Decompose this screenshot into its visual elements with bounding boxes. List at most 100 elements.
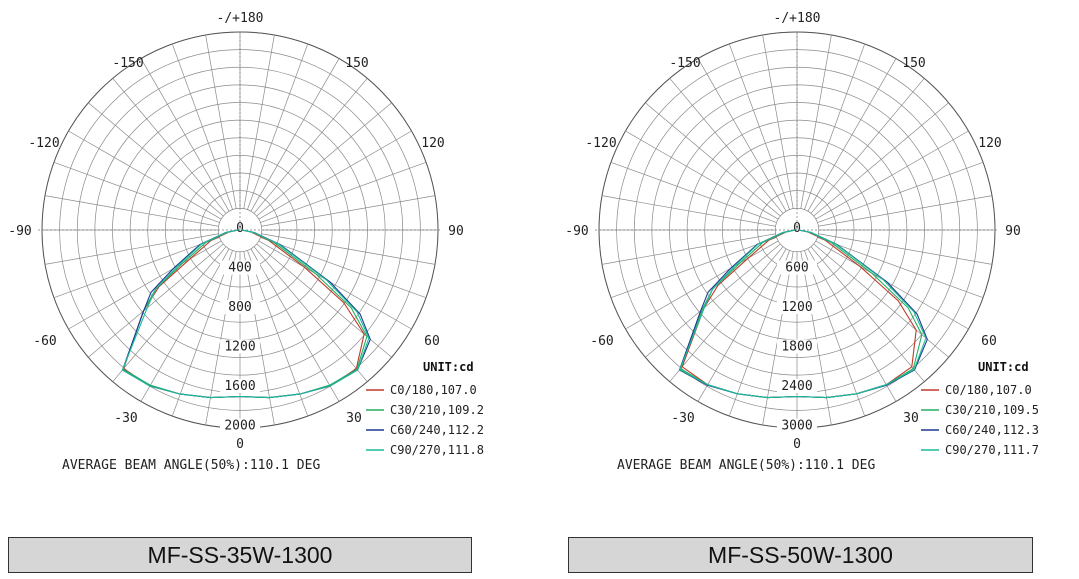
radial-tick-label: 400 bbox=[228, 261, 251, 276]
grid-spoke bbox=[697, 248, 787, 402]
radial-tick-label: 600 bbox=[785, 261, 808, 276]
grid-spoke bbox=[258, 130, 412, 220]
radial-tick-bg bbox=[777, 418, 817, 433]
grid-spoke bbox=[205, 251, 237, 426]
angle-label: -/+180 bbox=[217, 11, 264, 26]
grid-spoke bbox=[601, 233, 776, 265]
series-line-C90-270 bbox=[121, 229, 370, 399]
grid-spoke bbox=[610, 161, 777, 223]
grid-spoke bbox=[68, 240, 222, 330]
angle-label: -/+180 bbox=[774, 11, 821, 26]
polar-chart-left-svg: -/+180 -150 150 -120 120 -90 90 -60 60 -30 30 0 0 400… bbox=[8, 11, 484, 473]
grid-spoke bbox=[258, 240, 412, 330]
grid-spoke bbox=[810, 246, 925, 382]
legend-entry: C60/240,112.3 bbox=[945, 423, 1039, 437]
legend-entry: C0/180,107.0 bbox=[390, 383, 477, 397]
grid-spoke bbox=[261, 233, 436, 265]
grid-spoke bbox=[601, 195, 776, 227]
beam-angle-text: AVERAGE BEAM ANGLE(50%):110.1 DEG bbox=[62, 458, 320, 473]
grid-spoke bbox=[807, 248, 897, 402]
grid-spoke bbox=[762, 34, 794, 209]
grid-spoke bbox=[253, 246, 368, 382]
grid-spoke bbox=[804, 43, 866, 210]
polar-chart-right-svg: -/+180-150 150-120 120-90 90-60 60-30 3000600… bbox=[565, 11, 1039, 473]
legend-entry: C90/270,111.8 bbox=[390, 443, 484, 457]
legend-entry: C60/240,112.2 bbox=[390, 423, 484, 437]
grid-spoke bbox=[818, 195, 993, 227]
radial-tick-bg bbox=[777, 339, 817, 354]
angle-label: -150 bbox=[112, 56, 143, 71]
radial-tick-label: 2000 bbox=[224, 419, 255, 434]
angle-label: 60 bbox=[424, 334, 440, 349]
grid-spoke bbox=[697, 58, 787, 212]
grid-spoke bbox=[205, 34, 237, 209]
radial-tick-bg bbox=[220, 260, 260, 275]
radial-tick-bg bbox=[220, 418, 260, 433]
grid-spoke bbox=[53, 237, 220, 299]
angle-label: -90 bbox=[8, 224, 31, 239]
grid-spoke bbox=[171, 250, 233, 417]
grid-spoke bbox=[260, 237, 427, 299]
angle-label: -90 bbox=[565, 224, 588, 239]
polar-chart-right: -/+180 -150 150 -120 120 -90 90 -60 60 -30 30 0 0 600… bbox=[555, 0, 1079, 500]
angle-label: 0 bbox=[793, 437, 801, 452]
grid-spoke bbox=[112, 78, 227, 214]
grid-spoke bbox=[818, 233, 993, 265]
grid-spoke bbox=[728, 250, 790, 417]
model-label-right: MF-SS-50W-1300 bbox=[568, 537, 1033, 573]
radial-tick-label: 1800 bbox=[781, 340, 812, 355]
grid-spoke bbox=[243, 34, 275, 209]
radial-tick-label: 1200 bbox=[781, 300, 812, 315]
grid-spoke bbox=[260, 161, 427, 223]
angle-label: -60 bbox=[33, 334, 56, 349]
grid-spoke bbox=[817, 237, 984, 299]
grid-spoke bbox=[247, 250, 309, 417]
grid-spoke bbox=[815, 240, 969, 330]
angle-label: -150 bbox=[669, 56, 700, 71]
angle-label: 90 bbox=[448, 224, 464, 239]
grid-spoke bbox=[261, 195, 436, 227]
grid-spoke bbox=[44, 195, 219, 227]
angle-label: -30 bbox=[114, 411, 137, 426]
angle-label: 90 bbox=[1005, 224, 1021, 239]
grid-spoke bbox=[625, 130, 779, 220]
grid-spoke bbox=[669, 78, 784, 214]
radial-tick-bg bbox=[220, 379, 260, 393]
legend-entry: C90/270,111.7 bbox=[945, 443, 1039, 457]
legend-entry: C0/180,107.0 bbox=[945, 383, 1032, 397]
angle-label: 150 bbox=[345, 56, 368, 71]
grid-spoke bbox=[813, 102, 949, 217]
grid-spoke bbox=[645, 243, 781, 358]
angle-label: -30 bbox=[671, 411, 694, 426]
angle-label: 30 bbox=[903, 411, 919, 426]
polar-grid bbox=[38, 31, 442, 429]
radial-tick-bg bbox=[777, 379, 817, 393]
grid-spoke bbox=[250, 58, 340, 212]
radial-tick-bg bbox=[220, 300, 260, 314]
model-label-left: MF-SS-35W-1300 bbox=[8, 537, 472, 573]
series-curves bbox=[121, 229, 371, 399]
grid-spoke bbox=[256, 102, 392, 217]
angle-label: 30 bbox=[346, 411, 362, 426]
angle-label: 120 bbox=[978, 136, 1001, 151]
grid-spoke bbox=[669, 246, 784, 382]
angle-label: 120 bbox=[421, 136, 444, 151]
polar-chart-left: -/+180 -150 150 -120 120 -90 90 -60 60 -30 30 0 0 400… bbox=[0, 0, 540, 500]
grid-spoke bbox=[243, 251, 275, 426]
angle-label: 60 bbox=[981, 334, 997, 349]
radial-tick-label: 0 bbox=[236, 221, 244, 236]
grid-spoke bbox=[800, 251, 832, 426]
grid-spoke bbox=[171, 43, 233, 210]
legend-entry: C30/210,109.2 bbox=[390, 403, 484, 417]
grid-spoke bbox=[645, 102, 781, 217]
unit-label: UNIT:cd bbox=[423, 360, 474, 374]
grid-spoke bbox=[807, 58, 897, 212]
radial-tick-label: 3000 bbox=[781, 419, 812, 434]
grid-spoke bbox=[53, 161, 220, 223]
grid-spoke bbox=[140, 248, 230, 402]
series-line-C90-270 bbox=[679, 229, 927, 399]
radial-tick-bg bbox=[777, 260, 817, 275]
grid-spoke bbox=[140, 58, 230, 212]
unit-label: UNIT:cd bbox=[978, 360, 1029, 374]
angle-label: -120 bbox=[585, 136, 616, 151]
